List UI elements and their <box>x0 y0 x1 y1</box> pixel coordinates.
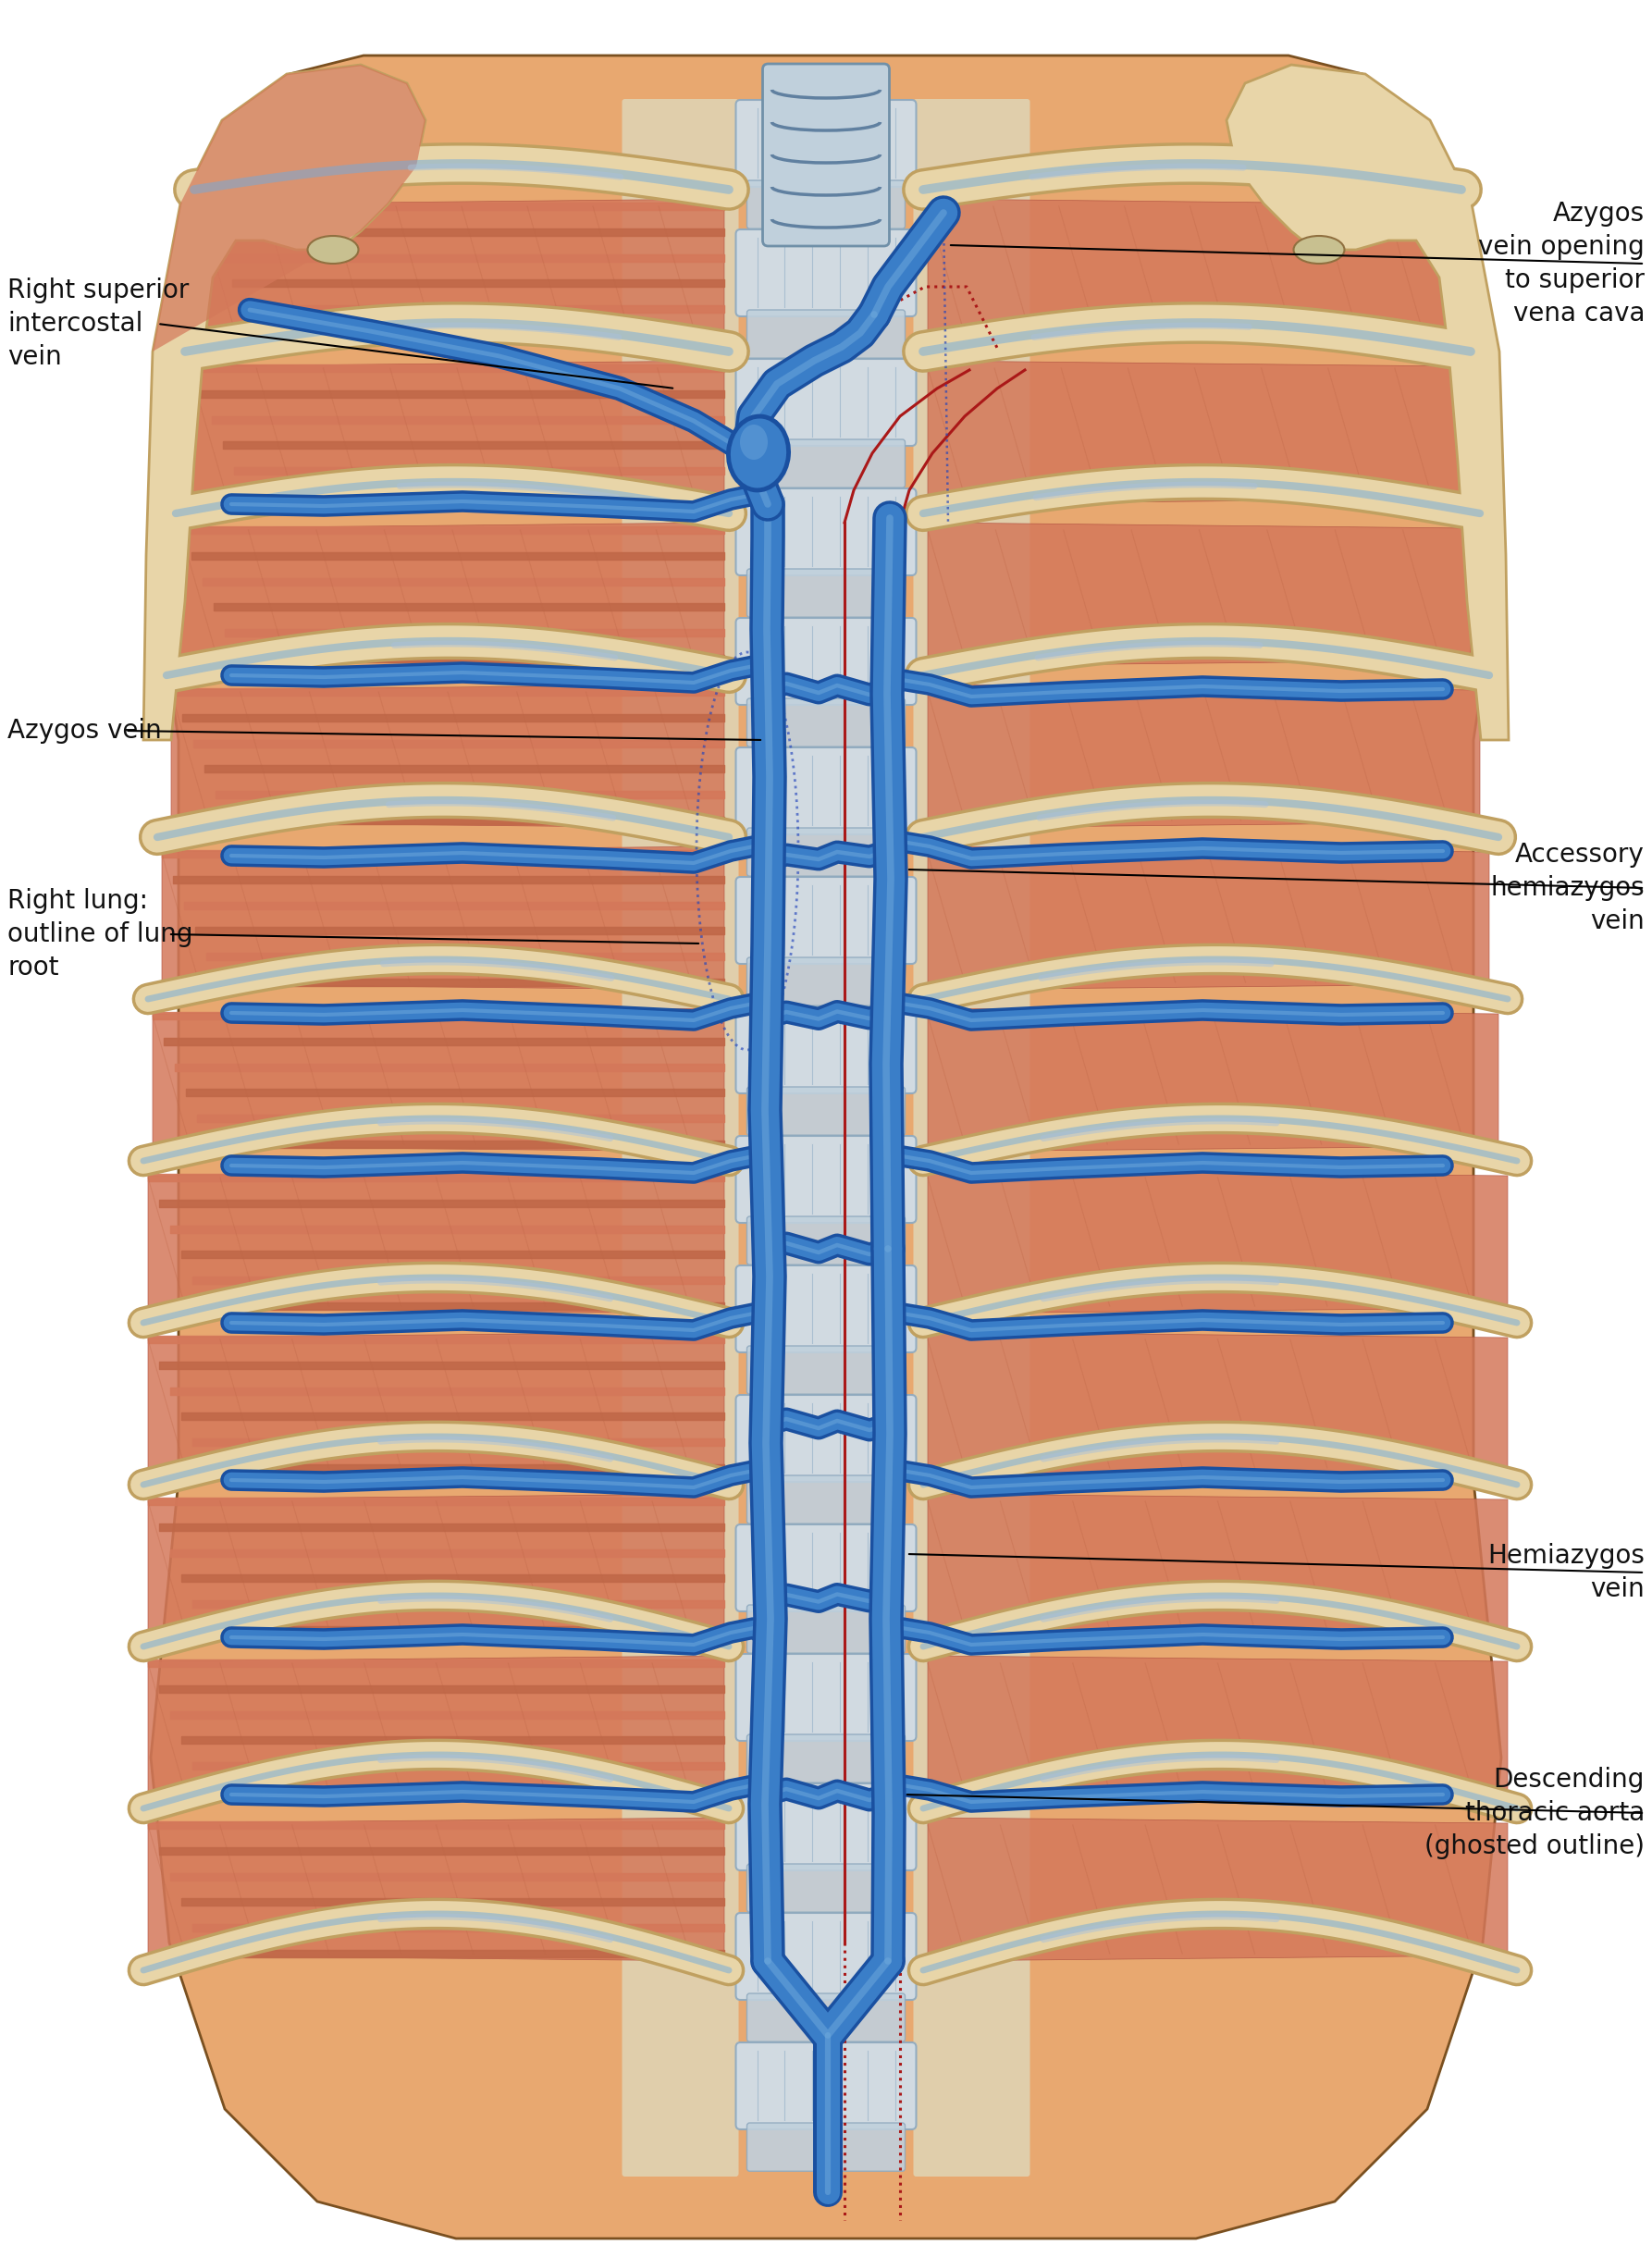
Text: Azygos
vein opening
to superior
vena cava: Azygos vein opening to superior vena cav… <box>1479 202 1645 326</box>
FancyBboxPatch shape <box>735 1783 917 1870</box>
Polygon shape <box>928 361 1462 505</box>
FancyBboxPatch shape <box>747 1605 905 1652</box>
Polygon shape <box>1226 65 1508 741</box>
Polygon shape <box>928 1170 1508 1313</box>
Text: Right superior
intercostal
vein: Right superior intercostal vein <box>7 278 188 370</box>
FancyBboxPatch shape <box>747 1863 905 1913</box>
FancyBboxPatch shape <box>735 1136 917 1224</box>
FancyBboxPatch shape <box>747 1735 905 1783</box>
FancyBboxPatch shape <box>735 1006 917 1093</box>
Polygon shape <box>149 1818 724 1962</box>
FancyBboxPatch shape <box>735 1394 917 1482</box>
Text: Azygos vein: Azygos vein <box>7 718 162 743</box>
FancyBboxPatch shape <box>747 1994 905 2041</box>
Polygon shape <box>152 1008 724 1152</box>
Polygon shape <box>198 200 724 341</box>
Polygon shape <box>152 65 426 352</box>
Polygon shape <box>149 1331 724 1475</box>
Polygon shape <box>144 65 426 741</box>
Polygon shape <box>149 1493 724 1637</box>
FancyBboxPatch shape <box>747 1217 905 1264</box>
Polygon shape <box>928 685 1480 828</box>
FancyBboxPatch shape <box>747 956 905 1006</box>
FancyBboxPatch shape <box>747 1087 905 1136</box>
FancyBboxPatch shape <box>735 617 917 705</box>
FancyBboxPatch shape <box>747 568 905 617</box>
FancyBboxPatch shape <box>747 440 905 487</box>
FancyBboxPatch shape <box>735 359 917 447</box>
FancyBboxPatch shape <box>735 1266 917 1351</box>
FancyBboxPatch shape <box>747 698 905 748</box>
Polygon shape <box>180 523 724 667</box>
FancyBboxPatch shape <box>747 1347 905 1394</box>
Polygon shape <box>150 56 1502 2238</box>
Polygon shape <box>928 1008 1498 1152</box>
FancyBboxPatch shape <box>747 2124 905 2171</box>
FancyBboxPatch shape <box>623 99 738 2178</box>
Polygon shape <box>149 1657 724 1798</box>
Text: Accessory
hemiazygos
vein: Accessory hemiazygos vein <box>1490 842 1645 934</box>
Polygon shape <box>928 1493 1508 1637</box>
FancyBboxPatch shape <box>914 99 1029 2178</box>
FancyBboxPatch shape <box>763 63 889 247</box>
FancyBboxPatch shape <box>735 229 917 317</box>
FancyBboxPatch shape <box>735 878 917 963</box>
FancyBboxPatch shape <box>747 180 905 229</box>
FancyBboxPatch shape <box>735 748 917 835</box>
Ellipse shape <box>729 415 788 489</box>
Polygon shape <box>928 846 1488 990</box>
Polygon shape <box>928 1818 1508 1962</box>
FancyBboxPatch shape <box>735 1913 917 2000</box>
Text: Right lung:
outline of lung
root: Right lung: outline of lung root <box>7 889 193 981</box>
Ellipse shape <box>307 236 358 263</box>
Ellipse shape <box>1294 236 1345 263</box>
Text: Descending
thoracic aorta
(ghosted outline): Descending thoracic aorta (ghosted outli… <box>1424 1767 1645 1859</box>
Polygon shape <box>149 1170 724 1313</box>
FancyBboxPatch shape <box>747 310 905 359</box>
FancyBboxPatch shape <box>747 1475 905 1524</box>
Polygon shape <box>928 523 1470 667</box>
FancyBboxPatch shape <box>735 1524 917 1612</box>
Polygon shape <box>928 1331 1508 1475</box>
Ellipse shape <box>740 424 768 460</box>
FancyBboxPatch shape <box>735 489 917 575</box>
Polygon shape <box>172 685 724 828</box>
Polygon shape <box>928 1657 1508 1798</box>
Polygon shape <box>162 846 724 990</box>
FancyBboxPatch shape <box>747 828 905 876</box>
FancyBboxPatch shape <box>735 1655 917 1740</box>
FancyBboxPatch shape <box>735 2043 917 2128</box>
FancyBboxPatch shape <box>735 99 917 186</box>
Polygon shape <box>928 200 1452 341</box>
Polygon shape <box>190 361 724 505</box>
Text: Hemiazygos
vein: Hemiazygos vein <box>1487 1542 1645 1603</box>
